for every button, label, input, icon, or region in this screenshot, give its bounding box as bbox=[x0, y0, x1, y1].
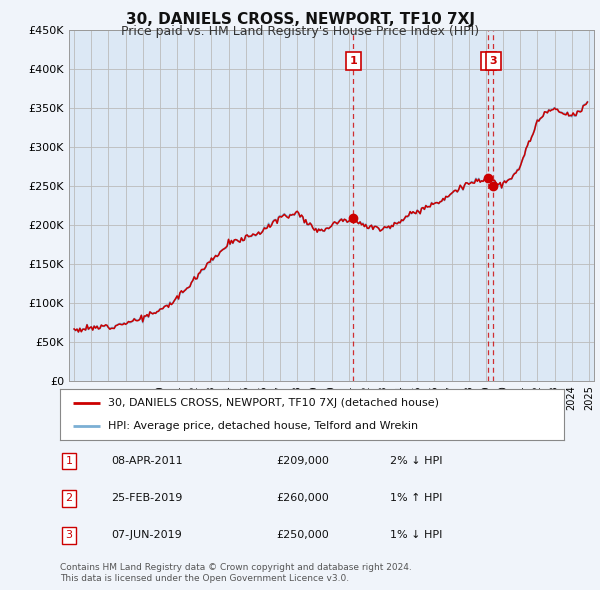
Text: 2% ↓ HPI: 2% ↓ HPI bbox=[390, 456, 443, 466]
Text: 1: 1 bbox=[349, 55, 357, 65]
Text: Price paid vs. HM Land Registry's House Price Index (HPI): Price paid vs. HM Land Registry's House … bbox=[121, 25, 479, 38]
Text: Contains HM Land Registry data © Crown copyright and database right 2024.: Contains HM Land Registry data © Crown c… bbox=[60, 563, 412, 572]
Text: £209,000: £209,000 bbox=[276, 456, 329, 466]
Text: £260,000: £260,000 bbox=[276, 493, 329, 503]
Text: 3: 3 bbox=[65, 530, 73, 540]
Text: 1% ↑ HPI: 1% ↑ HPI bbox=[390, 493, 442, 503]
Text: 25-FEB-2019: 25-FEB-2019 bbox=[111, 493, 182, 503]
Text: 08-APR-2011: 08-APR-2011 bbox=[111, 456, 182, 466]
Text: £250,000: £250,000 bbox=[276, 530, 329, 540]
Text: This data is licensed under the Open Government Licence v3.0.: This data is licensed under the Open Gov… bbox=[60, 574, 349, 583]
Text: 1% ↓ HPI: 1% ↓ HPI bbox=[390, 530, 442, 540]
Text: 1: 1 bbox=[65, 456, 73, 466]
Text: 30, DANIELS CROSS, NEWPORT, TF10 7XJ (detached house): 30, DANIELS CROSS, NEWPORT, TF10 7XJ (de… bbox=[108, 398, 439, 408]
Text: 30, DANIELS CROSS, NEWPORT, TF10 7XJ: 30, DANIELS CROSS, NEWPORT, TF10 7XJ bbox=[125, 12, 475, 27]
Text: 2: 2 bbox=[65, 493, 73, 503]
Text: 2: 2 bbox=[485, 55, 493, 65]
Text: 3: 3 bbox=[490, 55, 497, 65]
Text: 07-JUN-2019: 07-JUN-2019 bbox=[111, 530, 182, 540]
Text: HPI: Average price, detached house, Telford and Wrekin: HPI: Average price, detached house, Telf… bbox=[108, 421, 418, 431]
